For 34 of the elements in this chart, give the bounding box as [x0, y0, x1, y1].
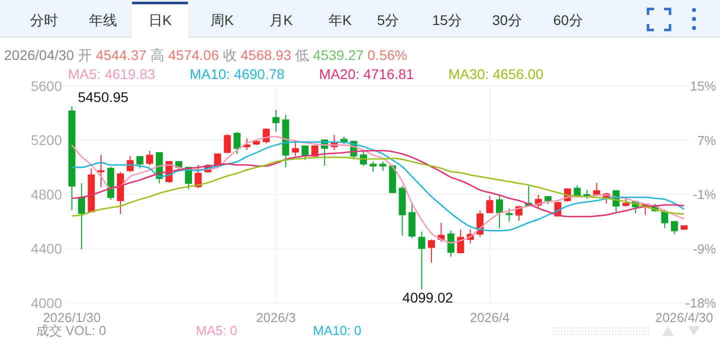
x-tick-label: 2026/4	[470, 310, 510, 325]
text: MA5: 4619.83	[68, 66, 156, 82]
text: MA5: 0	[196, 323, 238, 338]
y-tick-label: 4000	[30, 294, 62, 311]
text: 日K	[148, 12, 172, 28]
text: MA20: 4716.81	[319, 66, 414, 82]
text: MA10: 0	[313, 323, 362, 338]
x-tick-label: 2026/4/30	[655, 310, 714, 325]
y-tick-label: 5200	[30, 132, 62, 148]
y-tick-label: 4800	[30, 186, 62, 202]
text: MA10: 4690.78	[190, 66, 285, 82]
text: 月K	[269, 12, 294, 28]
y2-tick-label: -18%	[686, 296, 716, 311]
text: 15分	[432, 12, 462, 28]
y2-tick-label: -1%	[692, 187, 716, 202]
x-tick-label: 2026/1/30	[42, 310, 101, 325]
annotation: 4099.02	[402, 290, 454, 306]
text: 60分	[553, 12, 583, 28]
text: MA30: 4656.00	[448, 66, 544, 82]
text: 年K	[328, 12, 352, 28]
y-tick-label: 4400	[30, 240, 62, 257]
text: 周K	[210, 12, 234, 28]
y-tick-label: 5600	[30, 78, 62, 94]
text: 年线	[89, 12, 117, 28]
text: 30分	[492, 12, 522, 28]
y2-tick-label: 7%	[697, 132, 716, 148]
text: 分时	[30, 12, 58, 28]
text: 成交 VOL: 0	[36, 323, 106, 338]
text: 5分	[377, 12, 399, 28]
annotation: 5450.95	[78, 89, 129, 106]
text: 2026/04/30 开 4544.37 高 4574.06 收 4568.93 低 4539.27 0.56%	[4, 47, 408, 63]
y2-tick-label: -9%	[692, 241, 716, 256]
x-tick-label: 2026/3	[256, 310, 296, 325]
y2-tick-label: 15%	[690, 78, 716, 94]
